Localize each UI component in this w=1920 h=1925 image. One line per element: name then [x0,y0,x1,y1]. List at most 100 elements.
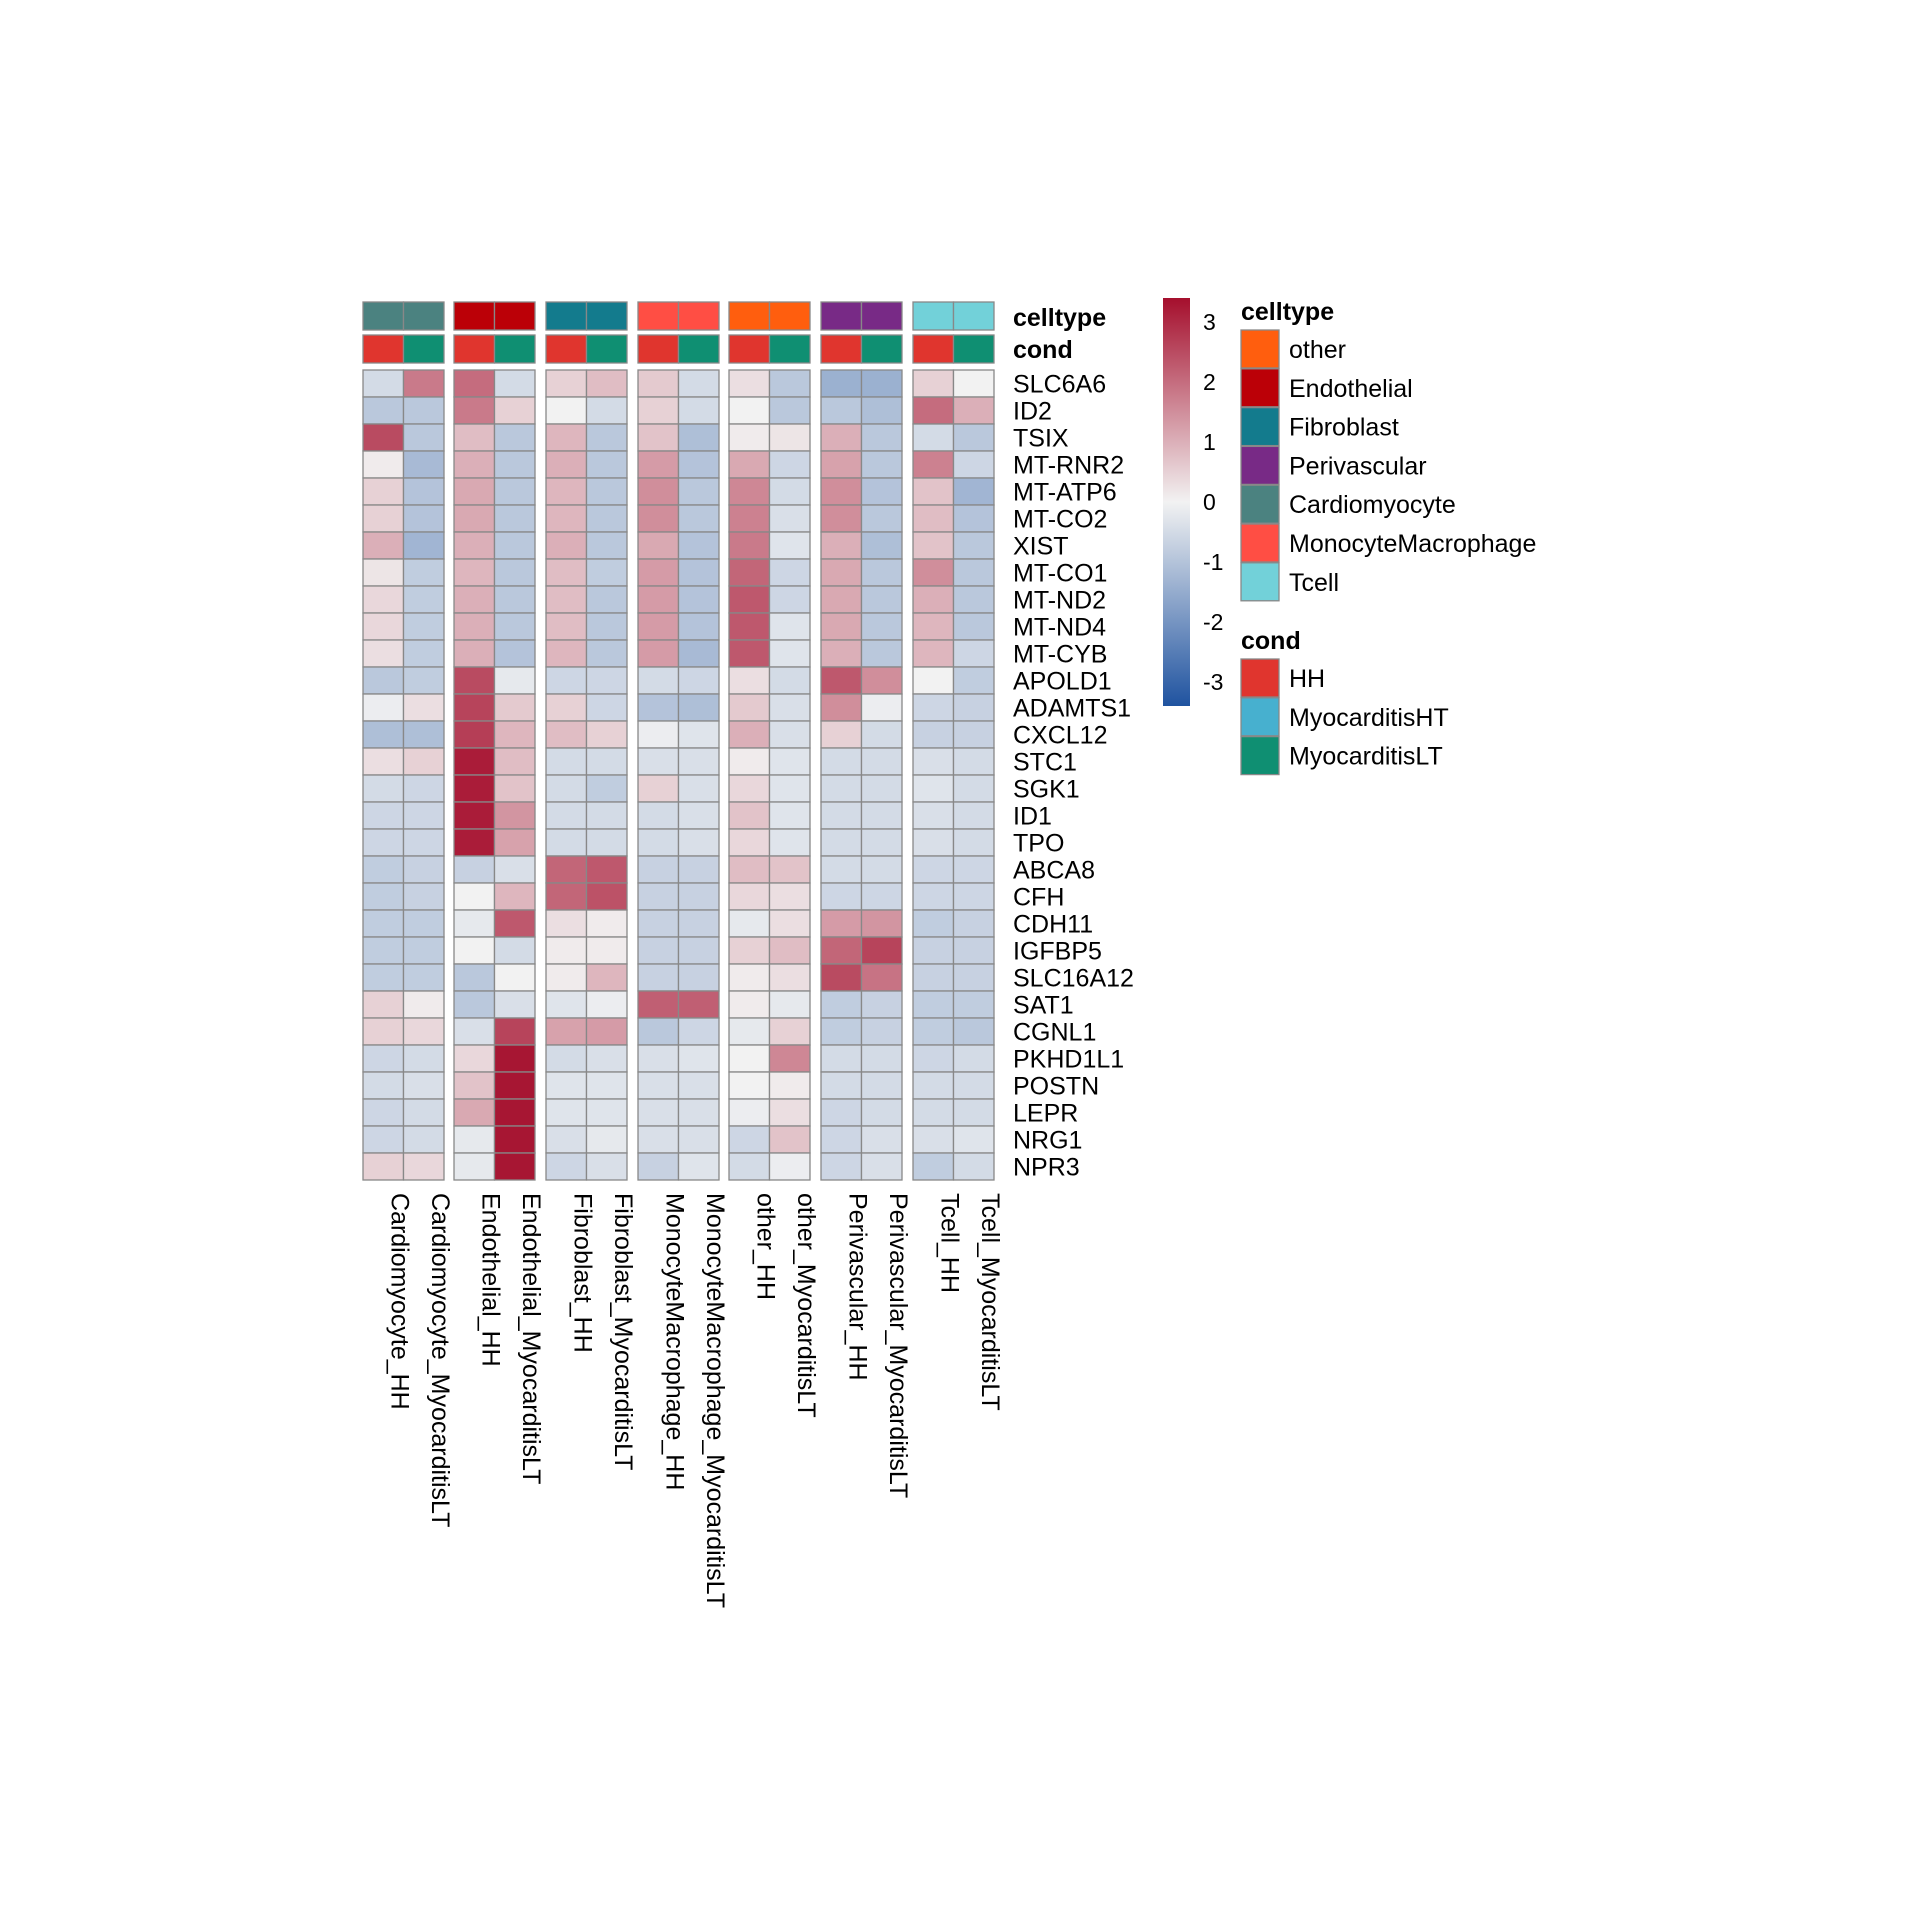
heatmap-cell [493,1125,536,1154]
heatmap-cell [677,693,720,722]
heatmap-cell [860,1044,903,1073]
celltype-legend-label: Cardiomyocyte [1289,491,1456,519]
heatmap-cell [402,504,445,533]
heatmap-cell [860,450,903,479]
heatmap-cell [952,801,995,830]
heatmap-cell [952,855,995,884]
heatmap-cell [453,693,496,722]
celltype-annotation-cell [912,301,955,331]
color-scale-legend: 3 2 1 0 -1 -2 -3 [1163,298,1223,706]
celltype-legend-label: MonocyteMacrophage [1289,530,1536,558]
heatmap-cell [362,531,405,560]
heatmap-cell [728,855,771,884]
heatmap-cell [728,396,771,425]
celltype-legend-swatch [1240,523,1280,563]
celltype-annotation-cell [860,301,903,331]
heatmap-cell [585,612,628,641]
celltype-annotation-cell [453,301,496,331]
heatmap-cell [453,720,496,749]
heatmap-cell [493,936,536,965]
heatmap-cell [453,1125,496,1154]
heatmap-cell [545,909,588,938]
heatmap-cell [912,882,955,911]
cond-legend-title: cond [1241,627,1301,655]
heatmap-cell [362,1152,405,1181]
celltype-annotation-cell [545,301,588,331]
heatmap-cell [952,423,995,452]
heatmap-cell [453,423,496,452]
heatmap-cell [545,720,588,749]
heatmap-cell [860,585,903,614]
heatmap-cell [728,1152,771,1181]
heatmap-cell [585,1125,628,1154]
heatmap-cell [545,396,588,425]
heatmap-cell [912,828,955,857]
heatmap-cell [677,963,720,992]
heatmap-cell [402,693,445,722]
heatmap-cell [768,720,811,749]
heatmap-cell [677,1098,720,1127]
heatmap-cell [952,585,995,614]
heatmap-cell [952,882,995,911]
heatmap-cell [912,558,955,587]
heatmap-cell [545,666,588,695]
row-labels: SLC6A6ID2TSIXMT-RNR2MT-ATP6MT-CO2XISTMT-… [1013,371,1134,1182]
heatmap-cell [453,936,496,965]
heatmap-cell [362,585,405,614]
heatmap-cell [493,639,536,668]
heatmap-cell [453,369,496,398]
heatmap-cell [820,936,863,965]
heatmap-cell [728,531,771,560]
row-label: CDH11 [1013,911,1093,939]
cond-annotation-cell [402,334,445,364]
celltype-legend-swatch [1240,368,1280,408]
heatmap-cell [768,369,811,398]
heatmap-cell [860,612,903,641]
heatmap-cell [453,747,496,776]
heatmap-cell [677,612,720,641]
heatmap-cell [545,531,588,560]
heatmap-cell [728,936,771,965]
heatmap-cell [820,828,863,857]
heatmap-cell [402,882,445,911]
heatmap-cell [453,1017,496,1046]
heatmap-cell [362,936,405,965]
cond-annotation-cell [453,334,496,364]
heatmap-cell [912,774,955,803]
heatmap-cell [912,531,955,560]
heatmap-cell [493,477,536,506]
heatmap-cell [637,477,680,506]
heatmap-cell [860,855,903,884]
row-label: MT-ND4 [1013,614,1106,642]
heatmap-cell [677,504,720,533]
heatmap-cell [637,801,680,830]
celltype-annotation-cell [952,301,995,331]
heatmap-cell [402,963,445,992]
heatmap-cell [402,558,445,587]
heatmap-cell [820,909,863,938]
heatmap-cell [952,558,995,587]
heatmap-cell [585,1098,628,1127]
heatmap-cell [585,720,628,749]
heatmap-cell [768,666,811,695]
heatmap-cell [820,882,863,911]
heatmap-cell [952,639,995,668]
heatmap-cell [728,747,771,776]
heatmap-cell [362,558,405,587]
heatmap-cell [912,369,955,398]
heatmap-cell [820,720,863,749]
heatmap-cell [952,1125,995,1154]
heatmap-cell [402,909,445,938]
heatmap-cell [545,693,588,722]
heatmap-cell [585,855,628,884]
heatmap-cell [768,450,811,479]
heatmap-cell [860,1152,903,1181]
celltype-annotation-cell [493,301,536,331]
heatmap-cell [545,1125,588,1154]
heatmap-cell [820,693,863,722]
heatmap-cell [453,774,496,803]
heatmap-cell [453,504,496,533]
heatmap-cell [820,855,863,884]
row-label: NRG1 [1013,1127,1082,1155]
heatmap-cell [820,504,863,533]
